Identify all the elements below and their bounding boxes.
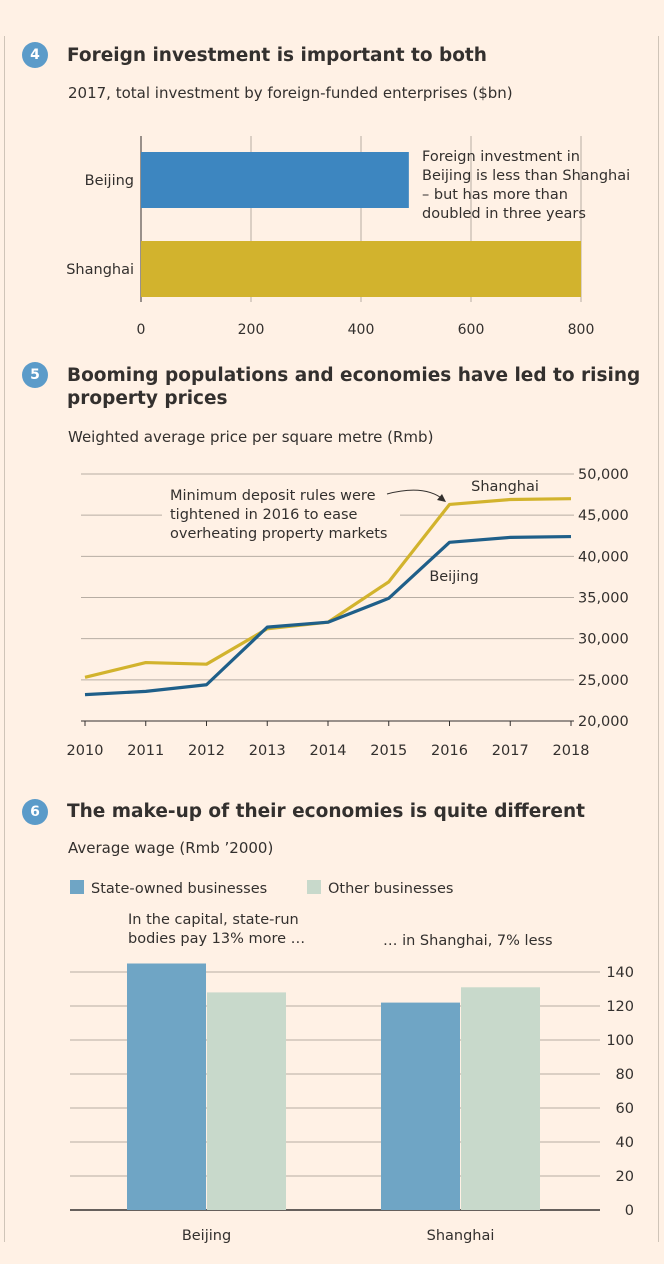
legend-label-state-owned-businesses: State-owned businesses bbox=[91, 881, 267, 897]
legend-swatch-state-owned-businesses bbox=[70, 880, 84, 894]
annotation-line: Beijing is less than Shanghai bbox=[422, 168, 630, 184]
annotation-arrowhead bbox=[437, 494, 446, 502]
bar-beijing-state-owned-businesses bbox=[127, 963, 206, 1210]
series-line-beijing bbox=[84, 534, 572, 697]
bar-annotation-2: … in Shanghai, 7% less bbox=[383, 933, 553, 949]
x-tick-label-200: 200 bbox=[238, 322, 265, 338]
annotation-line: bodies pay 13% more … bbox=[128, 931, 305, 947]
annotation-line: In the capital, state-run bbox=[128, 912, 299, 928]
section-4-badge: 4 bbox=[22, 42, 48, 68]
category-label-beijing: Beijing bbox=[85, 173, 134, 189]
section-5-subtitle: Weighted average price per square metre … bbox=[68, 428, 434, 446]
section-5-badge: 5 bbox=[22, 362, 48, 388]
x-tick-label-400: 400 bbox=[348, 322, 375, 338]
annotation-line: – but has more than bbox=[422, 187, 568, 203]
bar-beijing bbox=[141, 152, 409, 208]
annotation-line: doubled in three years bbox=[422, 206, 586, 222]
x-tick-label-2017: 2017 bbox=[492, 743, 529, 759]
annotation-line: … in Shanghai, 7% less bbox=[383, 933, 553, 949]
bar-shanghai-state-owned-businesses bbox=[381, 1002, 460, 1210]
x-tick-label-2011: 2011 bbox=[127, 743, 164, 759]
bar-shanghai-other-businesses bbox=[461, 987, 540, 1210]
line-annotation: Minimum deposit rules were tightened in 2… bbox=[170, 488, 388, 542]
section-6-title: The make-up of their economies is quite … bbox=[67, 801, 585, 822]
x-tick-label-600: 600 bbox=[458, 322, 485, 338]
y-tick-label-20-000: 20,000 bbox=[578, 714, 629, 730]
y-tick-label-25-000: 25,000 bbox=[578, 673, 629, 689]
category-label-shanghai: Shanghai bbox=[427, 1228, 495, 1244]
section-5-title: Booming populations and economies have l… bbox=[67, 365, 641, 409]
annotation-line: Minimum deposit rules were bbox=[170, 488, 376, 504]
y-tick-label-30-000: 30,000 bbox=[578, 632, 629, 648]
x-tick-label-2016: 2016 bbox=[431, 743, 468, 759]
x-tick-label-2013: 2013 bbox=[249, 743, 286, 759]
y-tick-label-100: 100 bbox=[606, 1033, 634, 1049]
y-tick-label-35-000: 35,000 bbox=[578, 591, 629, 607]
y-tick-label-40: 40 bbox=[616, 1135, 634, 1151]
right-frame-rule bbox=[658, 36, 659, 1242]
y-tick-label-50-000: 50,000 bbox=[578, 467, 629, 483]
average-wage-chart: 140 120 100 80 60 40 20 0 State-owned businesses… bbox=[70, 880, 634, 1244]
x-tick-label-2014: 2014 bbox=[310, 743, 347, 759]
bar-annotation-1: In the capital, state-run bodies pay 13% … bbox=[128, 912, 305, 947]
section-4-title: Foreign investment is important to both bbox=[67, 45, 487, 66]
y-tick-label-60: 60 bbox=[616, 1101, 634, 1117]
annotation-background bbox=[162, 480, 400, 546]
bar-annotation: Foreign investment in Beijing is less tha… bbox=[422, 149, 630, 222]
foreign-investment-chart: 0 200 400 600 800 Beijing Shanghai Foreign inve… bbox=[66, 136, 630, 338]
y-tick-label-20: 20 bbox=[616, 1169, 634, 1185]
y-tick-label-120: 120 bbox=[606, 999, 634, 1015]
y-tick-label-80: 80 bbox=[616, 1067, 634, 1083]
series-label-shanghai: Shanghai bbox=[471, 479, 539, 495]
legend-swatch-other-businesses bbox=[307, 880, 321, 894]
bar-shanghai bbox=[141, 241, 581, 297]
x-tick-label-2012: 2012 bbox=[188, 743, 225, 759]
category-label-shanghai: Shanghai bbox=[66, 262, 134, 278]
section-6-badge: 6 bbox=[22, 799, 48, 825]
category-label-beijing: Beijing bbox=[182, 1228, 231, 1244]
x-tick-label-0: 0 bbox=[137, 322, 146, 338]
section-4-subtitle: 2017, total investment by foreign-funded… bbox=[68, 84, 513, 102]
property-price-chart: 50,000 45,000 40,000 35,000 30,000 25,000 20,0… bbox=[67, 467, 629, 759]
x-tick-label-2010: 2010 bbox=[67, 743, 104, 759]
left-frame-rule bbox=[4, 36, 5, 1242]
x-tick-label-2015: 2015 bbox=[370, 743, 407, 759]
x-tick-label-800: 800 bbox=[568, 322, 595, 338]
legend-label-other-businesses: Other businesses bbox=[328, 881, 453, 897]
annotation-line: tightened in 2016 to ease bbox=[170, 507, 358, 523]
y-tick-label-140: 140 bbox=[606, 965, 634, 981]
section-6-subtitle: Average wage (Rmb ’2000) bbox=[68, 839, 274, 857]
y-tick-label-40-000: 40,000 bbox=[578, 549, 629, 565]
annotation-line: overheating property markets bbox=[170, 526, 388, 542]
y-tick-label-45-000: 45,000 bbox=[578, 508, 629, 524]
x-tick-label-2018: 2018 bbox=[553, 743, 590, 759]
bar-beijing-other-businesses bbox=[207, 992, 286, 1210]
annotation-line: Foreign investment in bbox=[422, 149, 580, 165]
series-label-beijing: Beijing bbox=[429, 569, 478, 585]
y-tick-label-0: 0 bbox=[625, 1203, 634, 1219]
